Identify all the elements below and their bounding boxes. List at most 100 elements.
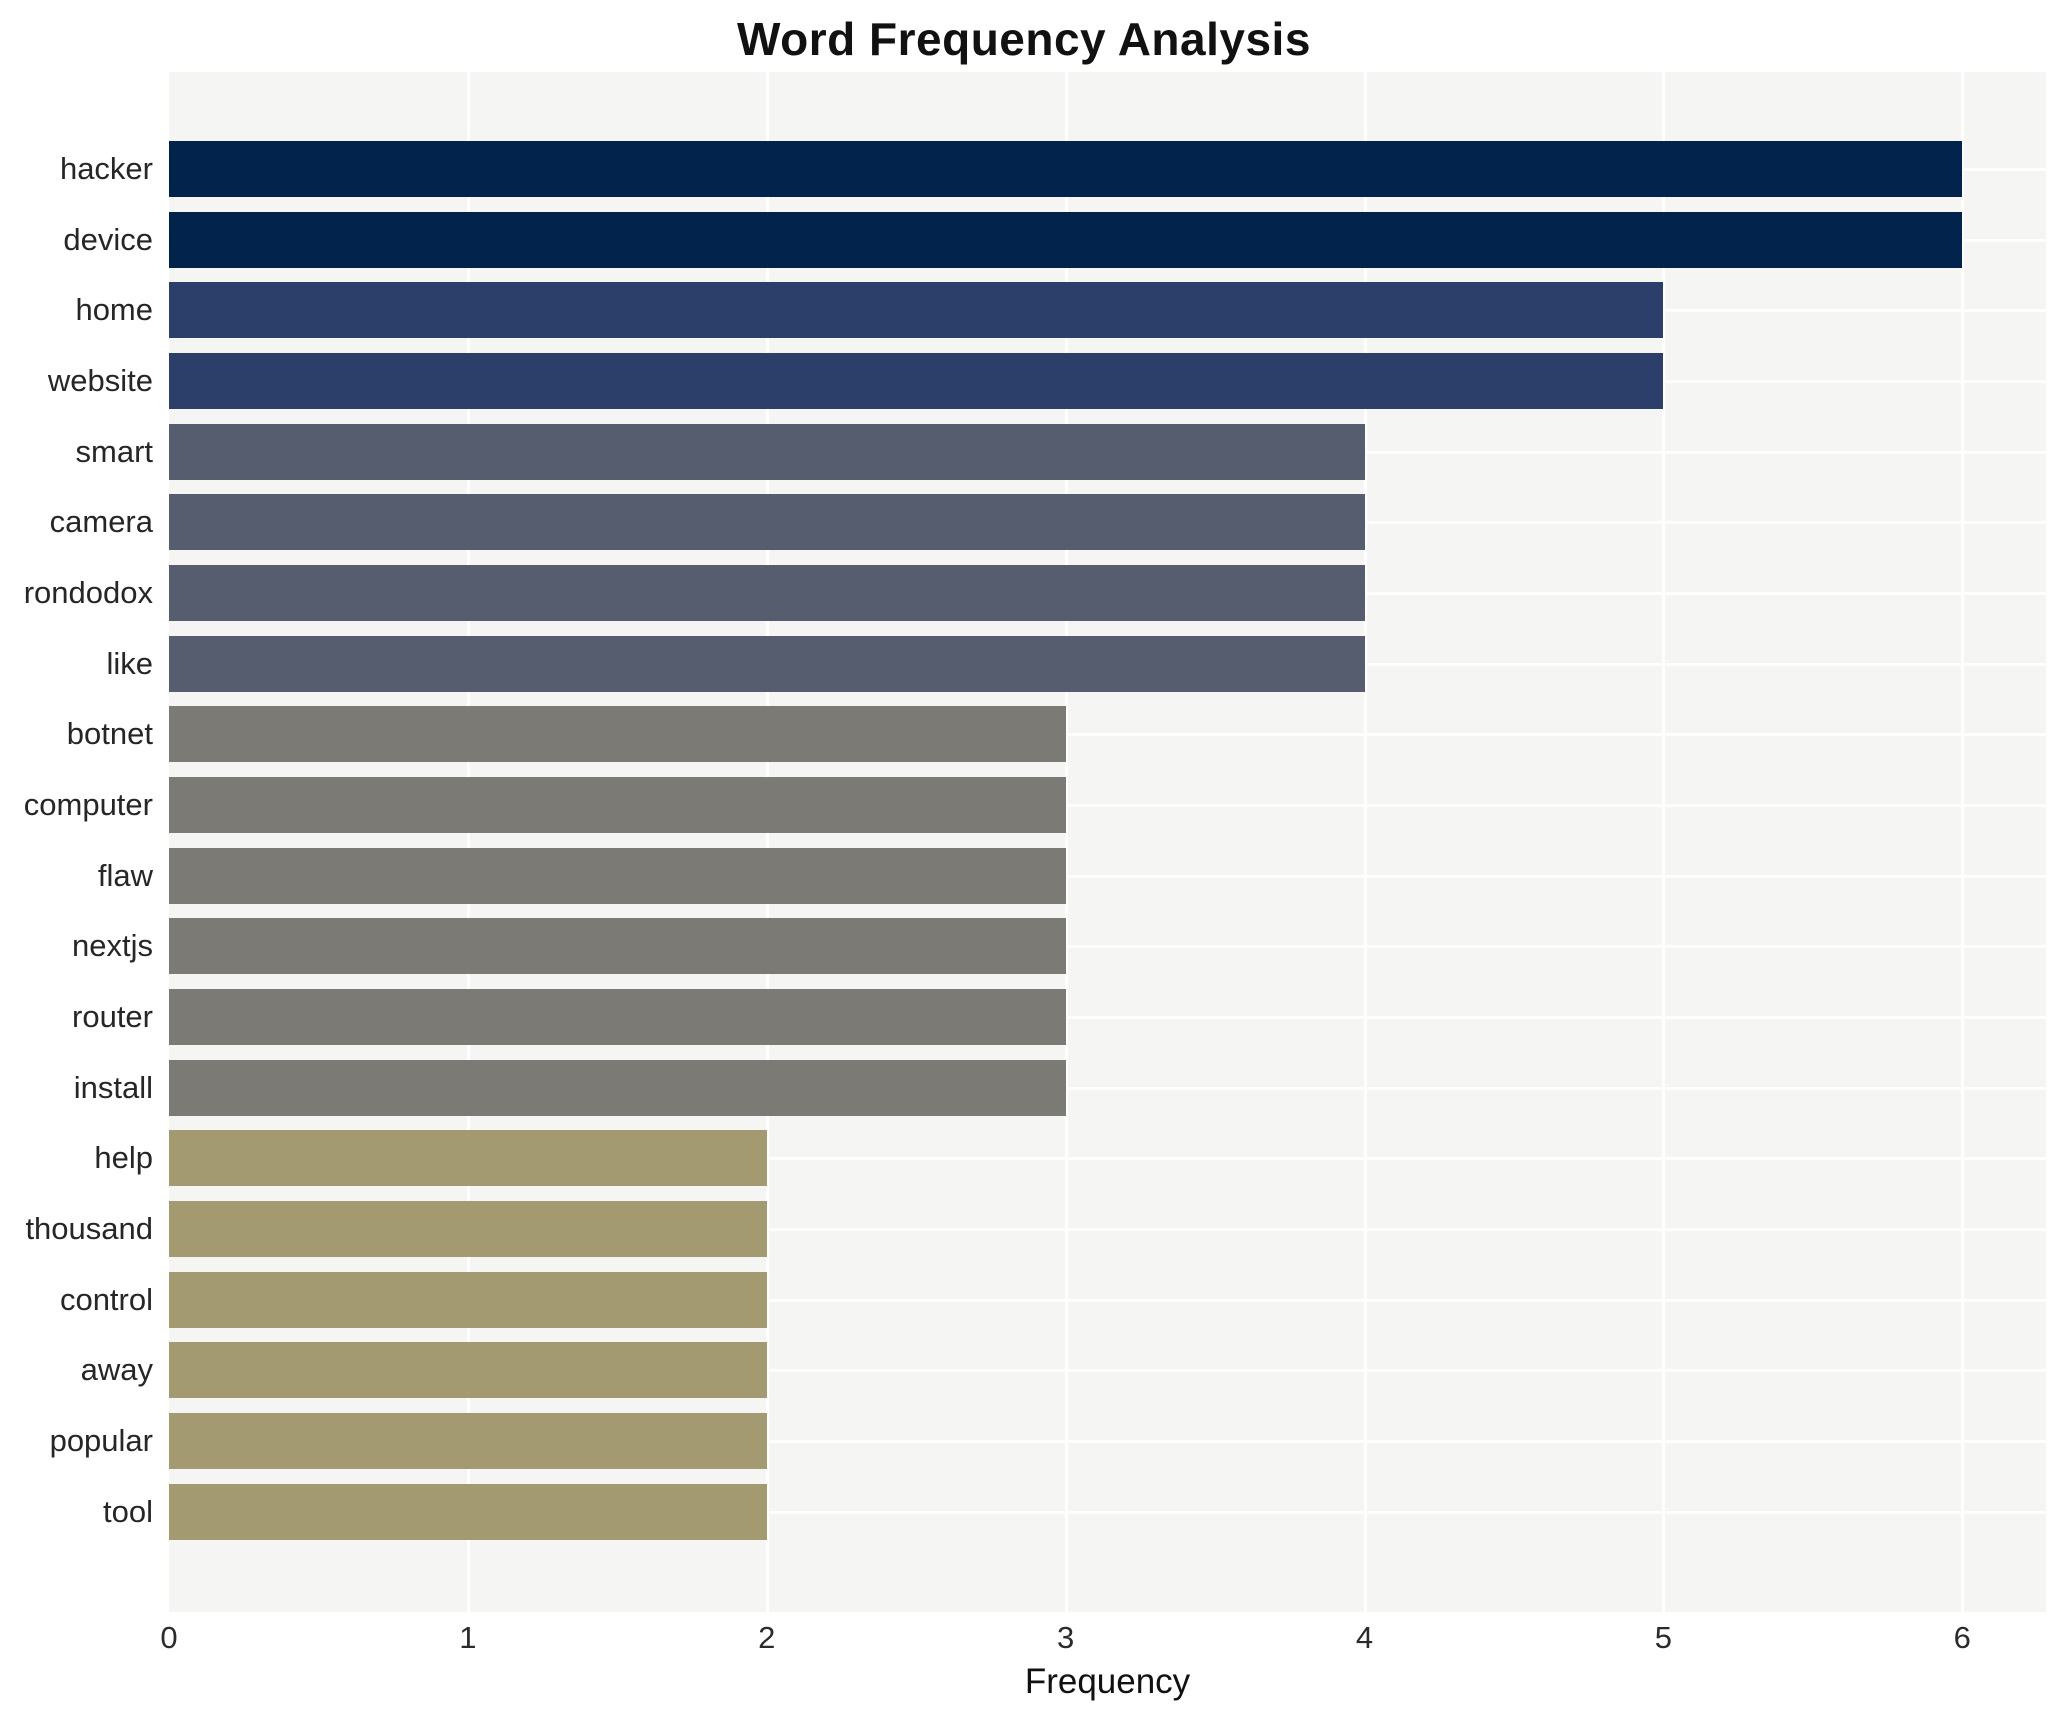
vertical-gridline [765,72,769,1612]
frequency-bar [169,847,1066,904]
horizontal-gridline [169,1510,2046,1514]
x-tick-label: 4 [1355,1620,1374,1655]
frequency-bar [169,1130,767,1187]
category-label: smart [75,433,154,469]
bar-track [169,1130,2046,1187]
vertical-gridline [1961,72,1965,1612]
frequency-bar [169,423,1365,480]
category-label: home [75,292,153,328]
bar-track [169,1413,2046,1470]
bar-track [169,1483,2046,1540]
frequency-bar [169,1271,767,1328]
vertical-gridline [466,72,470,1612]
frequency-bar [169,211,1963,268]
x-tick-label: 1 [459,1620,477,1655]
x-tick-label: 5 [1654,1620,1673,1655]
x-tick-label: 2 [758,1620,776,1655]
bar-track [169,1271,2046,1328]
vertical-gridline [1064,72,1068,1612]
bar-rows: hacker device home website smart camera rondod… [0,141,2046,1540]
bar-track [169,211,2046,268]
horizontal-gridline [169,1086,2046,1090]
category-label: tool [103,1493,153,1529]
bar-track [169,635,2046,692]
vertical-gridline [1662,72,1666,1612]
category-label: computer [23,787,153,823]
bar-track [169,1201,2046,1258]
bar-track [169,141,2046,197]
vertical-gridline [1363,72,1367,1612]
bar-track [169,1059,2046,1116]
bar-row: flaw [0,847,2046,904]
frequency-bar [169,918,1066,975]
x-axis-label: Frequency [1024,1662,1191,1701]
bar-track [169,918,2046,975]
frequency-bar [169,565,1365,622]
bar-row: home [0,282,2046,339]
bar-track [169,565,2046,622]
bar-row: computer [0,777,2046,834]
frequency-bar [169,989,1066,1046]
category-label: away [80,1352,153,1388]
category-label: device [63,221,153,257]
frequency-bar [169,635,1365,692]
category-label: install [73,1069,153,1105]
bar-track [169,1342,2046,1399]
bar-row: nextjs [0,918,2046,975]
frequency-bar [169,282,1664,339]
frequency-bar [169,1059,1066,1116]
bar-row: like [0,635,2046,692]
horizontal-gridline [169,1016,2046,1020]
bar-row: device [0,211,2046,268]
frequency-bar [169,706,1066,763]
category-label: help [94,1140,153,1176]
frequency-bar [169,1483,767,1540]
bar-row: smart [0,423,2046,480]
horizontal-gridline [169,1157,2046,1161]
bar-row: thousand [0,1201,2046,1258]
x-tick-label: 6 [1953,1620,1971,1655]
horizontal-gridline [169,1228,2046,1232]
bar-row: botnet [0,706,2046,763]
bar-row: help [0,1130,2046,1187]
horizontal-gridline [169,804,2046,808]
bar-row: control [0,1271,2046,1328]
frequency-bar [169,1413,767,1470]
frequency-bar [169,1201,767,1258]
frequency-bar [169,494,1365,551]
bar-track [169,423,2046,480]
frequency-bar [169,777,1066,834]
category-label: botnet [66,716,153,752]
category-label: like [106,645,153,681]
bar-track [169,353,2046,410]
category-label: popular [49,1423,153,1459]
bar-track [169,282,2046,339]
horizontal-gridline [169,874,2046,878]
bar-row: popular [0,1413,2046,1470]
frequency-bar [169,1342,767,1399]
horizontal-gridline [169,1369,2046,1373]
category-label: control [59,1281,153,1317]
bar-track [169,847,2046,904]
frequency-bar [169,141,1963,197]
bar-row: hacker [0,141,2046,197]
category-label: camera [49,504,153,540]
bar-row: website [0,353,2046,410]
bar-track [169,706,2046,763]
category-label: nextjs [72,928,153,964]
category-label: thousand [25,1211,153,1247]
x-tick-label: 3 [1057,1620,1075,1655]
category-label: flaw [97,857,153,893]
bar-track [169,989,2046,1046]
category-label: website [47,363,153,399]
bar-track [169,777,2046,834]
chart-title: Word Frequency Analysis [737,13,1311,65]
bar-row: rondodox [0,565,2046,622]
bar-row: away [0,1342,2046,1399]
frequency-bar [169,353,1664,410]
bar-track [169,494,2046,551]
x-tick-label: 0 [160,1620,178,1655]
category-label: rondodox [23,575,153,611]
x-axis-ticks: 0 1 2 3 4 5 6 [160,1620,2046,1662]
horizontal-gridline [169,1440,2046,1444]
